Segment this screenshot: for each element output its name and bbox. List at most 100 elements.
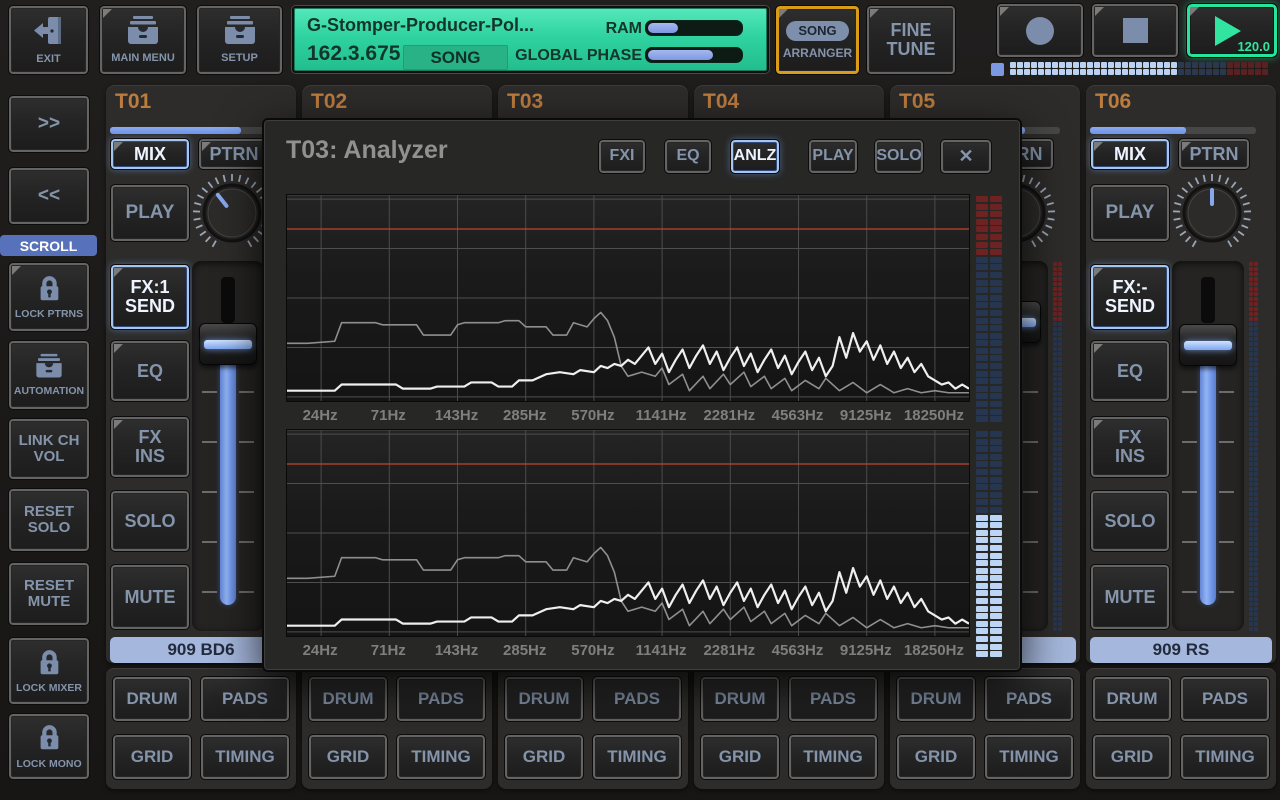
meter-cell <box>976 203 988 210</box>
grid-button[interactable]: GRID <box>896 734 976 780</box>
step-cell <box>1066 69 1072 75</box>
track-play-button[interactable]: PLAY <box>1090 184 1170 242</box>
track-tab-label[interactable]: T01 <box>115 90 152 113</box>
pads-button[interactable]: PADS <box>984 676 1074 722</box>
close-icon[interactable]: ✕ <box>940 139 992 174</box>
frequency-tick-label: 4563Hz <box>771 642 824 659</box>
track-play-button[interactable]: PLAY <box>110 184 190 242</box>
timing-button[interactable]: TIMING <box>200 734 290 780</box>
meter-cell <box>1254 457 1258 461</box>
volume-fader[interactable] <box>192 261 264 631</box>
meter-cell <box>976 598 988 605</box>
sidebar-scroll-left-button[interactable]: << <box>8 167 90 225</box>
meter-cell <box>1254 337 1258 341</box>
fine-tune-button[interactable]: FINE TUNE <box>866 5 956 75</box>
fader-tick <box>1219 441 1234 443</box>
dialog-solo-button[interactable]: SOLO <box>874 139 924 174</box>
lock-mixer-button[interactable]: LOCK MIXER <box>8 637 90 705</box>
timing-button[interactable]: TIMING <box>592 734 682 780</box>
mute-button[interactable]: MUTE <box>110 564 190 630</box>
track-name-label[interactable]: 909 RS <box>1090 637 1272 663</box>
pads-button[interactable]: PADS <box>200 676 290 722</box>
fader-handle[interactable] <box>1179 324 1237 366</box>
track-tab-label[interactable]: T06 <box>1095 90 1132 113</box>
exit-button[interactable]: EXIT <box>8 5 89 75</box>
eq-button[interactable]: EQ <box>110 340 190 402</box>
lock-mono-button[interactable]: LOCK MONO <box>8 713 90 780</box>
volume-fader[interactable] <box>1172 261 1244 631</box>
song-arranger-button[interactable]: SONG ARRANGER <box>775 5 860 75</box>
fx-send-button[interactable]: FX:- SEND <box>1090 264 1170 330</box>
grid-button[interactable]: GRID <box>308 734 388 780</box>
meter-cell <box>1053 267 1057 271</box>
pads-button[interactable]: PADS <box>592 676 682 722</box>
play-button[interactable]: 120.0 <box>1186 3 1278 58</box>
lock-patterns-button[interactable]: LOCK PTRNS <box>8 262 90 332</box>
meter-cell <box>1058 462 1062 466</box>
timing-button[interactable]: TIMING <box>396 734 486 780</box>
meter-cell <box>1249 537 1253 541</box>
link-channel-volume-button[interactable]: LINK CH VOL <box>8 418 90 480</box>
dialog-play-button[interactable]: PLAY <box>808 139 858 174</box>
meter-cell <box>990 340 1002 347</box>
ptrn-tab-button[interactable]: PTRN <box>198 138 270 170</box>
grid-button[interactable]: GRID <box>1092 734 1172 780</box>
track-tab-label[interactable]: T02 <box>311 90 348 113</box>
track-name-label[interactable]: 909 BD6 <box>110 637 292 663</box>
track-tab-label[interactable]: T04 <box>703 90 740 113</box>
track-tab-label[interactable]: T03 <box>507 90 544 113</box>
fader-tick <box>202 491 217 493</box>
automation-button[interactable]: AUTOMATION <box>8 340 90 410</box>
reset-solo-button[interactable]: RESET SOLO <box>8 488 90 552</box>
reset-mute-button[interactable]: RESET MUTE <box>8 562 90 626</box>
pads-button[interactable]: PADS <box>1180 676 1270 722</box>
grid-button[interactable]: GRID <box>112 734 192 780</box>
timing-button[interactable]: TIMING <box>1180 734 1270 780</box>
eq-button[interactable]: EQ <box>1090 340 1170 402</box>
meter-cell <box>1254 442 1258 446</box>
solo-button[interactable]: SOLO <box>110 490 190 552</box>
mix-tab-button[interactable]: MIX <box>110 138 190 170</box>
record-button[interactable] <box>996 3 1084 58</box>
meter-cell <box>990 620 1002 627</box>
meter-cell <box>1053 522 1057 526</box>
solo-button[interactable]: SOLO <box>1090 490 1170 552</box>
sidebar-scroll-right-button[interactable]: >> <box>8 95 90 153</box>
mix-tab-button[interactable]: MIX <box>1090 138 1170 170</box>
drum-button[interactable]: DRUM <box>504 676 584 722</box>
pads-button[interactable]: PADS <box>396 676 486 722</box>
fxi-tab-button[interactable]: FXI <box>598 139 646 174</box>
grid-button[interactable]: GRID <box>504 734 584 780</box>
drum-button[interactable]: DRUM <box>700 676 780 722</box>
stop-button[interactable] <box>1091 3 1179 58</box>
meter-cell <box>1058 612 1062 616</box>
main-menu-button[interactable]: MAIN MENU <box>99 5 187 75</box>
meter-cell <box>1053 327 1057 331</box>
fader-handle[interactable] <box>199 323 257 365</box>
drum-button[interactable]: DRUM <box>112 676 192 722</box>
meter-cell <box>1254 492 1258 496</box>
drum-button[interactable]: DRUM <box>1092 676 1172 722</box>
timing-button[interactable]: TIMING <box>984 734 1074 780</box>
mode-badge[interactable]: SONG <box>403 45 508 70</box>
meter-cell <box>976 233 988 240</box>
anlz-tab-button[interactable]: ANLZ <box>730 139 780 174</box>
ptrn-tab-button[interactable]: PTRN <box>1178 138 1250 170</box>
pads-button[interactable]: PADS <box>788 676 878 722</box>
fine-tune-label: FINE TUNE <box>886 20 936 59</box>
pan-knob[interactable] <box>190 171 274 255</box>
mute-button[interactable]: MUTE <box>1090 564 1170 630</box>
grid-button[interactable]: GRID <box>700 734 780 780</box>
meter-cell <box>976 287 988 294</box>
eq-tab-button[interactable]: EQ <box>664 139 712 174</box>
drum-button[interactable]: DRUM <box>896 676 976 722</box>
drum-button[interactable]: DRUM <box>308 676 388 722</box>
step-position-strip <box>991 62 1280 79</box>
track-tab-label[interactable]: T05 <box>899 90 936 113</box>
pan-knob[interactable] <box>1170 171 1254 255</box>
timing-button[interactable]: TIMING <box>788 734 878 780</box>
setup-button[interactable]: SETUP <box>196 5 283 75</box>
